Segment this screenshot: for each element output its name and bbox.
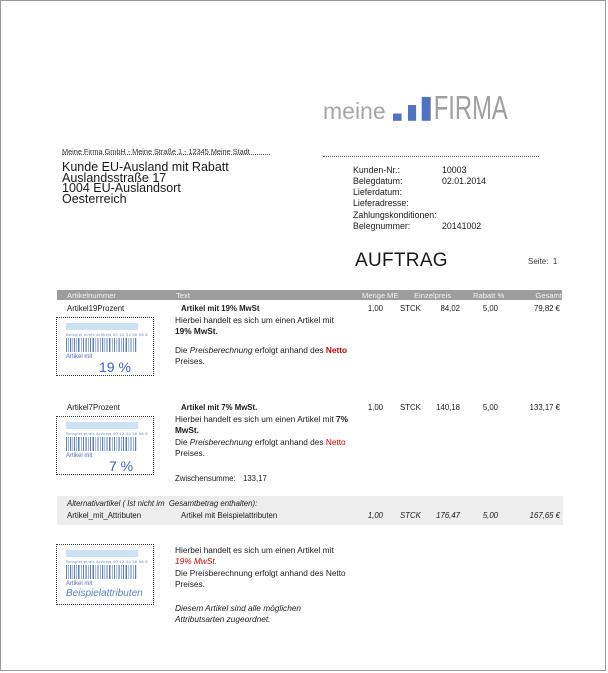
svg-text:meine: meine: [323, 98, 386, 123]
svg-text:FIRMA: FIRMA: [434, 90, 509, 123]
